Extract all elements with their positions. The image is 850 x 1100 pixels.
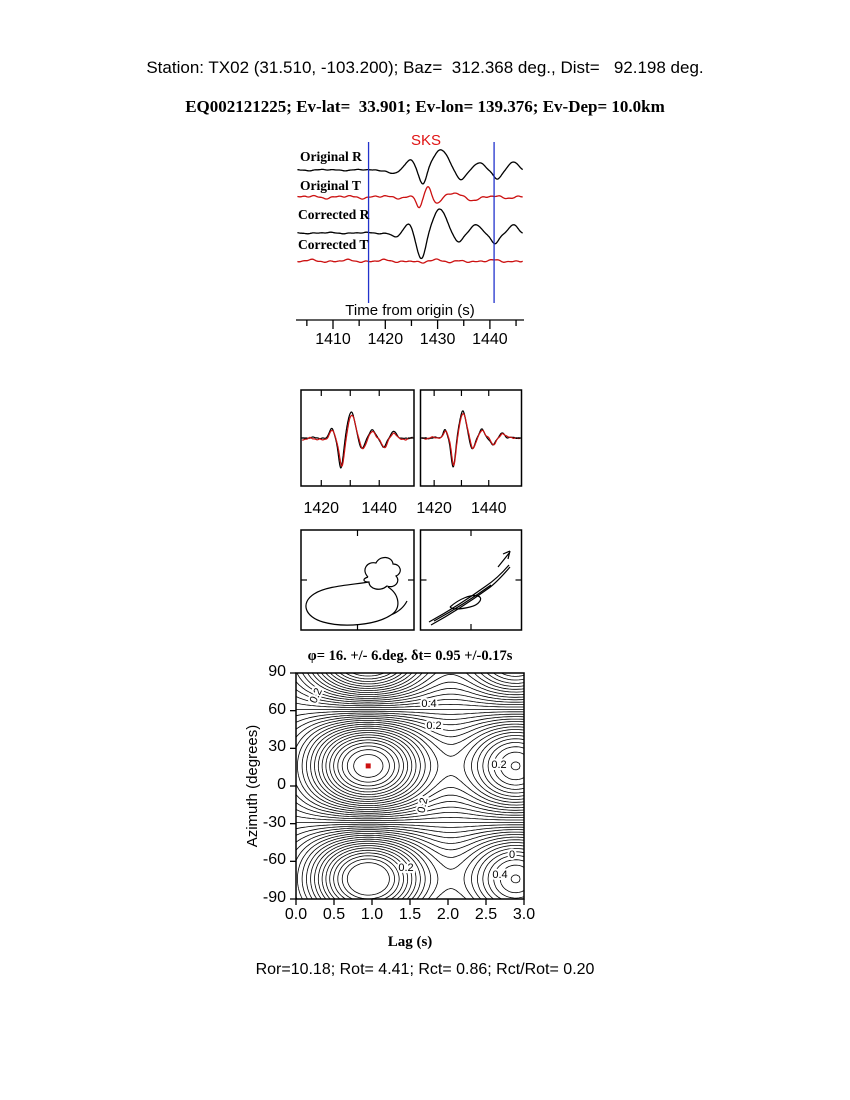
lag-tick-label: 3.0 <box>512 906 536 923</box>
contour-line <box>296 709 524 823</box>
time-axis-tick-label: 1440 <box>472 331 508 348</box>
contour-line <box>296 718 524 814</box>
contour-line <box>341 745 395 787</box>
contour-level-label: 0.2 <box>416 797 431 814</box>
contour-line <box>306 673 524 899</box>
contour-line <box>333 739 521 793</box>
contour-line <box>314 673 524 899</box>
contour-line <box>296 702 524 830</box>
contour-level-label: 0.2 <box>398 862 413 874</box>
trace-corrected-t <box>297 258 523 264</box>
particle-motion-box <box>419 529 523 631</box>
ratios-line: Ror=10.18; Rot= 4.41; Rct= 0.86; Rct/Rot… <box>255 961 595 978</box>
contour-line <box>296 696 524 836</box>
particle-motion-path <box>428 550 511 626</box>
lag-tick-label: 2.5 <box>474 906 498 923</box>
contour-line <box>325 734 524 798</box>
contour-line <box>297 720 524 812</box>
contour-line <box>346 862 390 896</box>
contour-line <box>346 749 390 783</box>
trace-original-t <box>297 186 523 209</box>
contour-level-label: 0.2 <box>426 720 441 732</box>
contour-line <box>296 714 524 818</box>
window-box-tick-label: 1420 <box>416 500 452 517</box>
azimuth-tick-label: 60 <box>268 700 286 718</box>
contour-line <box>310 725 524 806</box>
window-box-trace <box>301 414 413 467</box>
particle-motion-box <box>300 529 415 631</box>
window-box-trace <box>421 413 521 467</box>
contour-line <box>353 754 384 778</box>
trace-original-r <box>297 149 524 185</box>
time-axis-title: Time from origin (s) <box>345 302 475 319</box>
contour-level-label: 0 <box>509 849 515 861</box>
contour-line <box>296 710 524 821</box>
particle-motion-path <box>305 556 408 626</box>
window-box-trace <box>421 410 521 468</box>
contour-level-label: 0.4 <box>492 869 507 881</box>
contour-line <box>317 673 524 899</box>
window-box-tick-label: 1440 <box>361 500 398 517</box>
contour-line <box>297 673 524 899</box>
azimuth-tick-label: 30 <box>268 738 286 756</box>
window-box-tick-label: 1440 <box>470 500 507 517</box>
contour-line <box>337 673 400 899</box>
trace-label-corrected-t: Corrected T <box>298 237 369 252</box>
contour-level-label: 0.2 <box>491 759 506 771</box>
contour-line <box>296 716 524 816</box>
contour-line <box>301 721 524 810</box>
contour-line <box>301 673 524 899</box>
station-title: Station: TX02 (31.510, -103.200); Baz= 3… <box>146 58 704 77</box>
time-axis-tick-label: 1430 <box>419 331 456 348</box>
azimuth-tick-label: -90 <box>262 889 286 906</box>
contour-level-label: 0.4 <box>421 698 436 710</box>
contour-line <box>329 736 524 795</box>
time-axis-tick-label: 1410 <box>315 331 351 348</box>
lag-tick-label: 1.5 <box>398 906 422 923</box>
contour-line <box>329 673 524 899</box>
window-box-trace <box>302 411 413 469</box>
azimuth-tick-label: -30 <box>262 813 286 831</box>
trace-label-corrected-r: Corrected R <box>298 207 370 222</box>
event-subtitle: EQ002121225; Ev-lat= 33.901; Ev-lon= 139… <box>185 97 665 116</box>
lag-tick-label: 2.0 <box>436 906 460 923</box>
contour-line <box>337 742 400 790</box>
contour-level-label: 0.2 <box>308 686 325 705</box>
window-box-tick-label: 1420 <box>303 500 340 517</box>
phase-label: SKS <box>410 132 441 149</box>
contour-title: φ= 16. +/- 6.deg. δt= 0.95 +/-0.17s <box>307 648 513 664</box>
time-axis-tick-label: 1420 <box>367 331 404 348</box>
azimuth-tick-label: -60 <box>262 851 286 869</box>
trace-corrected-r <box>297 208 523 260</box>
lag-tick-label: 1.0 <box>360 906 384 923</box>
trace-label-original-r: Original R <box>300 149 362 164</box>
azimuth-tick-label: 90 <box>268 663 286 680</box>
contour-line <box>306 723 524 808</box>
trace-label-original-t: Original T <box>300 178 361 193</box>
contour-line <box>296 712 524 820</box>
contour-line <box>314 727 524 804</box>
contour-line <box>321 732 524 800</box>
best-fit-marker <box>365 763 371 769</box>
contour-line <box>341 858 395 899</box>
lag-tick-label: 0.0 <box>284 906 308 923</box>
azimuth-tick-label: 0 <box>277 776 286 793</box>
lag-tick-label: 0.5 <box>322 906 346 923</box>
contour-line <box>321 673 524 899</box>
contour-line <box>310 673 524 899</box>
contour-line <box>333 673 521 899</box>
contour-line <box>325 673 524 899</box>
contour-line <box>317 730 524 802</box>
lag-axis-title: Lag (s) <box>387 934 433 950</box>
